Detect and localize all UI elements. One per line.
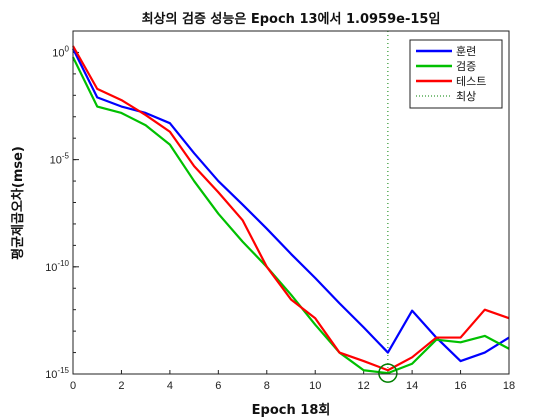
x-tick-label: 2 [118, 380, 124, 392]
x-tick-label: 18 [503, 380, 515, 392]
legend-label: 테스트 [456, 75, 486, 88]
y-tick-label: 10-10 [45, 259, 69, 274]
axes-box [72, 30, 510, 375]
legend-label: 검증 [456, 60, 476, 73]
y-tick-exponent: -15 [57, 366, 69, 375]
series-line [72, 56, 510, 375]
x-tick-label: 12 [358, 380, 370, 392]
y-tick-exponent: -10 [57, 259, 69, 268]
y-tick-label: 100 [52, 44, 69, 59]
series-line [72, 45, 510, 372]
y-tick-base: 10 [45, 262, 57, 274]
x-tick-label: 0 [70, 380, 76, 392]
y-tick-label: 10-5 [50, 152, 70, 167]
y-tick-base: 10 [45, 369, 57, 381]
x-tick-label: 4 [167, 380, 173, 392]
best-marker-layer [378, 363, 398, 383]
x-axis-label: Epoch 18회 [252, 402, 331, 418]
best-point-marker [378, 363, 398, 383]
x-tick-label: 8 [264, 380, 270, 392]
legend-label: 훈련 [456, 45, 476, 58]
legend-label: 최상 [456, 90, 476, 103]
x-tick-label: 6 [215, 380, 221, 392]
x-tick-label: 16 [454, 380, 466, 392]
y-tick-exponent: 0 [65, 44, 70, 53]
y-tick-exponent: -5 [62, 152, 70, 161]
x-tick-label: 10 [309, 380, 321, 392]
x-tick-label: 14 [406, 380, 418, 392]
y-tick-label: 10-15 [45, 366, 69, 381]
y-axis-label: 평균제곱오차(mse) [10, 146, 26, 260]
y-tick-base: 10 [50, 155, 62, 167]
y-tick-base: 10 [52, 47, 64, 59]
series-layer [72, 45, 510, 375]
chart-title: 최상의 검증 성능은 Epoch 13에서 1.0959e-15임 [142, 11, 441, 27]
